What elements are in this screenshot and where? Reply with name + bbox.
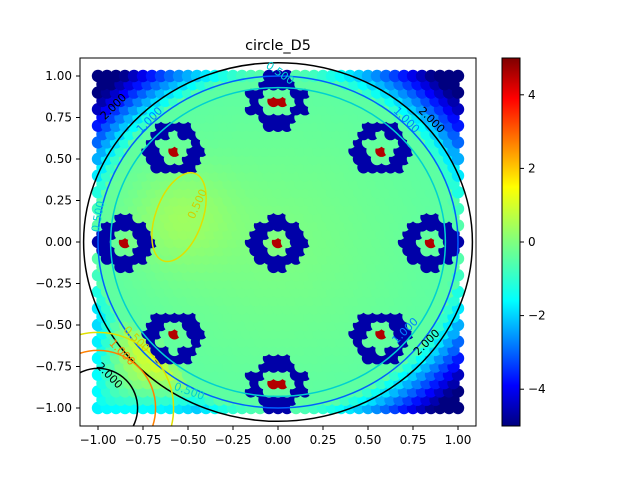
y-tick-label: −0.75 (35, 360, 72, 374)
x-axis: −1.00 −0.75 −0.50 −0.25 0.00 0.25 0.50 0.75 1.00 (80, 426, 472, 447)
colorbar-tick-label: 0 (528, 235, 536, 249)
heatmap-layer (91, 69, 465, 415)
x-tick-label: 0.25 (310, 433, 337, 447)
x-tick-label: 0.00 (265, 433, 292, 447)
heatmap-cell (406, 69, 420, 83)
heatmap-cell (127, 69, 141, 83)
heatmap-cell (217, 69, 231, 83)
heatmap-cell (388, 69, 402, 83)
heatmap-cell (289, 69, 303, 83)
y-tick-label: −0.50 (35, 318, 72, 332)
y-tick-label: 0.00 (45, 235, 72, 249)
y-tick-label: 0.75 (45, 111, 72, 125)
contour-line (80, 331, 175, 426)
heatmap-cell (244, 69, 258, 83)
x-tick-label: −1.00 (80, 433, 117, 447)
colorbar-tick-label: −2 (528, 309, 546, 323)
colorbar-gradient (501, 57, 521, 427)
heatmap-cell (226, 69, 240, 83)
heatmap-cell (397, 69, 411, 83)
heatmap-cell (91, 69, 105, 83)
contour-line (109, 86, 447, 398)
heatmap-cell (172, 69, 186, 83)
y-tick-label: 0.50 (45, 152, 72, 166)
y-tick-label: 0.25 (45, 194, 72, 208)
heatmap-cell (109, 69, 123, 83)
colorbar-tick-label: −4 (528, 382, 546, 396)
colorbar-ticks: 4 2 0 −2 −4 (520, 88, 546, 396)
heatmap-cell (253, 69, 267, 83)
heatmap-cell (361, 69, 375, 83)
plot-area: 2.000 1.0000.5002.0001.0000.5000.5000.500… (79, 57, 477, 427)
heatmap-cell (415, 69, 429, 83)
colorbar-tick-label: 2 (528, 161, 536, 175)
contour-line (80, 367, 139, 426)
y-axis: 1.00 0.75 0.50 0.25 0.00 −0.25 −0.50 −0.75 −1.00 (35, 69, 80, 415)
heatmap-cell (433, 69, 447, 83)
contour-line (97, 75, 459, 409)
heatmap-cell (136, 69, 150, 83)
heatmap-cell (118, 69, 132, 83)
x-tick-label: −0.50 (170, 433, 207, 447)
heatmap-cell (424, 69, 438, 83)
x-tick-label: −0.25 (215, 433, 252, 447)
heatmap-cell (100, 69, 114, 83)
contour-label: 0.500 (89, 200, 107, 233)
x-tick-label: 1.00 (445, 433, 472, 447)
heatmap-cell (370, 69, 384, 83)
contour-layer (80, 61, 474, 426)
heatmap-cell (325, 69, 339, 83)
heatmap-cell (451, 69, 465, 83)
y-tick-label: −0.25 (35, 277, 72, 291)
x-tick-label: 0.75 (400, 433, 427, 447)
heatmap-cell (298, 69, 312, 83)
y-tick-label: 1.00 (45, 69, 72, 83)
contour-line (151, 171, 207, 263)
y-tick-label: −1.00 (35, 401, 72, 415)
colorbar: 4 2 0 −2 −4 (501, 57, 546, 427)
heatmap-cell (316, 69, 330, 83)
heatmap-cell (181, 69, 195, 83)
heatmap-cell (352, 69, 366, 83)
chart-title: circle_D5 (245, 38, 311, 54)
x-tick-label: −0.75 (125, 433, 162, 447)
colorbar-tick-label: 4 (528, 88, 536, 102)
heatmap-cell (154, 69, 168, 83)
heatmap-cell (442, 69, 456, 83)
x-tick-label: 0.50 (355, 433, 382, 447)
contour-line (80, 349, 157, 426)
heatmap-cell (163, 69, 177, 83)
heatmap-cell (145, 69, 159, 83)
contour-line (82, 61, 474, 423)
heatmap-cell (379, 69, 393, 83)
heatmap-cell (190, 69, 204, 83)
